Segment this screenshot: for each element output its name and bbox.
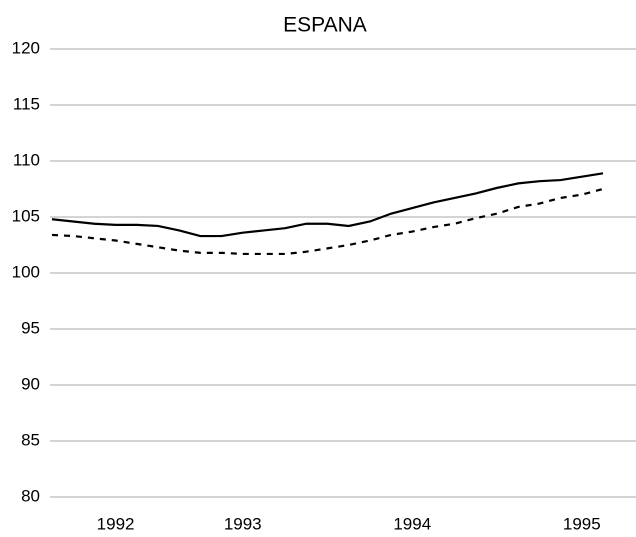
y-tick-label: 110 <box>13 150 40 169</box>
y-tick-label: 115 <box>13 94 40 113</box>
x-tick-label: 1992 <box>97 514 135 533</box>
x-tick-label: 1994 <box>393 514 431 533</box>
series-line <box>51 172 604 238</box>
y-tick-label: 85 <box>21 430 40 449</box>
x-tick-label: 1993 <box>224 514 262 533</box>
y-tick-label: 80 <box>21 486 40 505</box>
y-tick-label: 95 <box>21 318 40 337</box>
x-tick-label: 1995 <box>563 514 601 533</box>
series-line <box>51 187 604 256</box>
y-tick-label: 105 <box>12 206 40 225</box>
y-tick-label: 90 <box>21 374 40 393</box>
chart-title: ESPANA <box>283 14 367 37</box>
y-tick-label: 100 <box>12 262 40 281</box>
y-tick-label: 120 <box>12 38 40 57</box>
